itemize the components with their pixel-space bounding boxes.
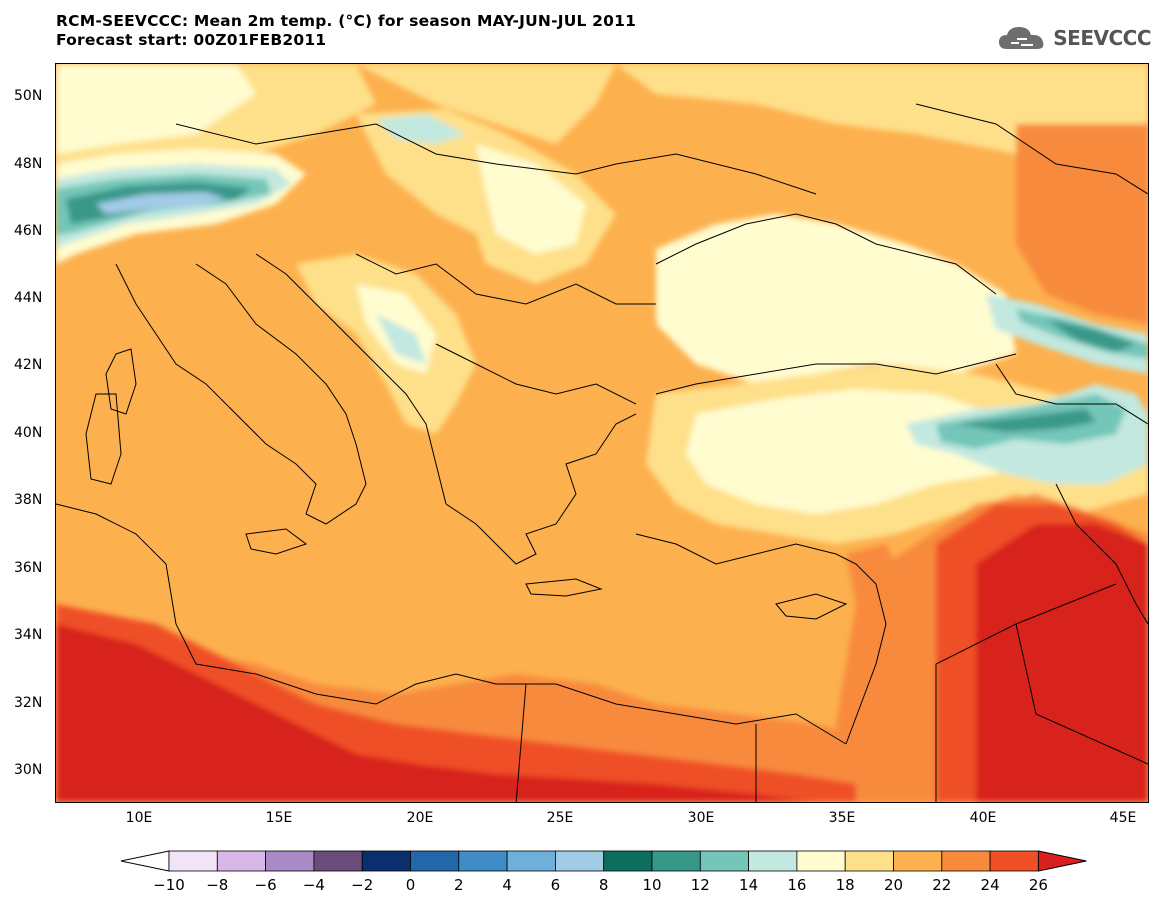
colorbar-box [410,850,460,872]
lon-label: 20E [406,810,434,826]
colorbar-box [651,850,701,872]
lat-label: 40N [14,425,43,441]
title-line-2: Forecast start: 00Z01FEB2011 [56,31,327,49]
colorbar-labels: −10 −8 −6 −4 −2 0 2 4 6 8 10 12 14 16 18 20 22 24 26 [153,876,1048,894]
map-title: RCM-SEEVCCC: Mean 2m temp. (°C) for seas… [56,12,636,50]
colorbar-box [893,850,943,872]
lat-label: 36N [14,560,43,576]
colorbar-tick-label: 6 [551,876,561,894]
colorbar-tick-label: 24 [981,876,1000,894]
colorbar-box [989,850,1039,872]
colorbar-box [458,850,508,872]
colorbar-high-arrow [1037,850,1087,872]
map-canvas [56,64,1148,802]
temperature-map [55,63,1149,803]
colorbar-box [844,850,894,872]
lat-label: 46N [14,223,43,239]
lon-label: 45E [1109,810,1137,826]
colorbar-box [555,850,605,872]
colorbar-low-arrow [120,850,170,872]
colorbar-tick-label: 26 [1029,876,1048,894]
colorbar-tick-label: −8 [206,876,228,894]
colorbar-tick-label: 4 [502,876,512,894]
colorbar-tick-label: 12 [691,876,710,894]
lat-label: 38N [14,492,43,508]
colorbar-box [699,850,749,872]
colorbar-box [265,850,315,872]
lon-label: 10E [125,810,153,826]
lat-label: 44N [14,290,43,306]
lon-label: 30E [687,810,715,826]
colorbar-tick-label: 20 [884,876,903,894]
colorbar-tick-label: 16 [787,876,806,894]
coastlines [56,103,1148,802]
colorbar-tick-label: 8 [599,876,609,894]
colorbar: −10 −8 −6 −4 −2 0 2 4 6 8 10 12 14 16 18 20 22 24 26 [120,850,1087,894]
lon-label: 15E [265,810,293,826]
lat-label: 32N [14,695,43,711]
lat-label: 34N [14,627,43,643]
colorbar-box [603,850,653,872]
lat-label: 30N [14,762,43,778]
colorbar-tick-label: 14 [739,876,758,894]
title-line-1: RCM-SEEVCCC: Mean 2m temp. (°C) for seas… [56,12,637,30]
colorbar-tick-label: 0 [406,876,416,894]
cloud-icon [999,27,1044,49]
colorbar-box [748,850,798,872]
logo-text: SEEVCCC [1053,26,1151,50]
colorbar-box [216,850,267,872]
lon-label: 35E [828,810,856,826]
colorbar-box [796,850,846,872]
lat-label: 48N [14,156,43,172]
colorbar-box [941,850,991,872]
colorbar-tick-label: −2 [351,876,373,894]
colorbar-tick-label: 22 [932,876,951,894]
lat-label: 50N [14,88,43,104]
colorbar-tick-label: −10 [153,876,185,894]
colorbar-boxes [120,850,1087,872]
colorbar-tick-label: 2 [454,876,464,894]
lat-label: 42N [14,357,43,373]
colorbar-box [506,850,556,872]
colorbar-tick-label: 10 [642,876,661,894]
colorbar-box [361,850,411,872]
colorbar-tick-label: 18 [836,876,855,894]
colorbar-tick-label: −4 [303,876,325,894]
colorbar-tick-label: −6 [255,876,277,894]
colorbar-box [168,850,218,872]
lon-label: 40E [969,810,997,826]
colorbar-box [313,850,363,872]
seevccc-logo: SEEVCCC [997,20,1151,56]
lon-label: 25E [546,810,574,826]
